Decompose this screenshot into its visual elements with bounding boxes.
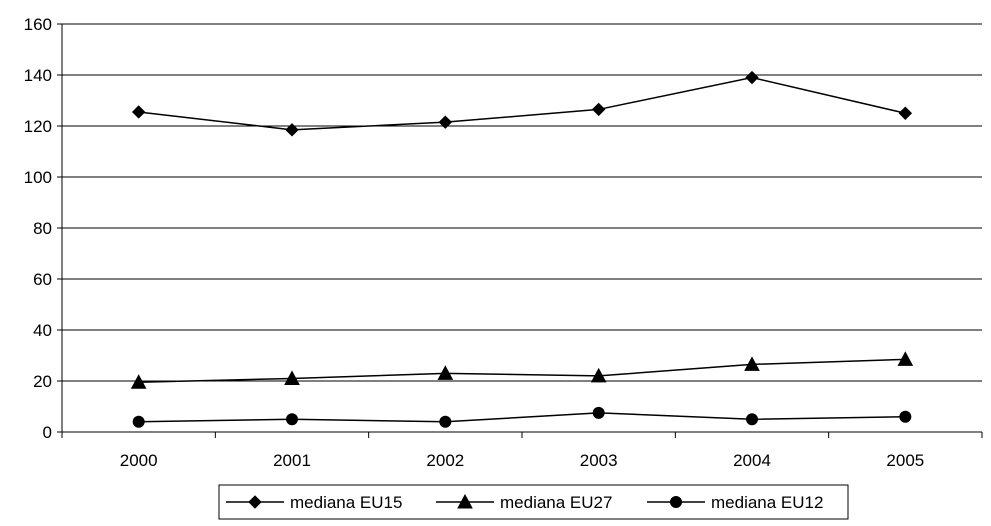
legend-label: mediana EU12 [711, 493, 823, 512]
legend-label: mediana EU15 [290, 493, 402, 512]
legend-label: mediana EU27 [500, 493, 612, 512]
data-point-triangle [744, 356, 760, 371]
legend-marker-diamond [248, 495, 262, 509]
legend-marker-circle [670, 496, 682, 508]
y-tick-label: 0 [43, 423, 52, 442]
data-point-circle [286, 413, 298, 426]
data-point-circle [592, 406, 605, 419]
data-point-triangle [130, 374, 147, 389]
axes: 0 20 40 60 80 100 120 140 160 2000 2001 2002 2003 200… [24, 15, 983, 470]
series-2 [130, 351, 914, 389]
legend-entry-1: mediana EU15 [226, 493, 402, 512]
data-point-circle [132, 415, 145, 428]
y-tick-label: 40 [33, 321, 52, 340]
data-point-triangle [897, 351, 914, 366]
x-tick-label: 2004 [733, 451, 771, 470]
legend-entry-3: mediana EU12 [647, 493, 823, 512]
data-point-circle [746, 413, 758, 426]
series-line-2 [138, 358, 906, 384]
data-point-diamond [285, 123, 299, 137]
y-tick-label: 80 [33, 219, 52, 238]
series-3 [132, 406, 912, 428]
data-point-diamond [745, 70, 759, 85]
x-tick-label: 2005 [886, 451, 924, 470]
y-tick-label: 120 [24, 117, 52, 136]
data-point-triangle [590, 367, 607, 383]
x-tick-label: 2003 [580, 451, 618, 470]
data-point-diamond [131, 105, 146, 119]
y-tick-label: 100 [24, 168, 52, 187]
series-line-1 [138, 76, 906, 131]
data-point-circle [899, 410, 912, 423]
gridlines [62, 23, 982, 382]
data-point-diamond [591, 102, 606, 117]
data-point-circle [439, 415, 452, 428]
x-tick-label: 2000 [120, 451, 158, 470]
data-point-triangle [437, 365, 454, 380]
legend-marker-triangle [457, 493, 473, 509]
x-tick-label: 2002 [426, 451, 464, 470]
data-point-diamond [438, 115, 453, 129]
data-point-diamond [898, 106, 913, 120]
x-tick-label: 2001 [273, 451, 311, 470]
data-point-triangle [284, 370, 300, 385]
series-line-3 [138, 412, 906, 423]
legend: mediana EU15 mediana EU27 mediana EU12 [218, 484, 849, 520]
legend-box [218, 484, 849, 520]
y-tick-label: 20 [33, 372, 52, 391]
y-tick-label: 60 [33, 270, 52, 289]
series-group [130, 70, 914, 428]
y-tick-label: 140 [24, 66, 52, 85]
series-1 [131, 70, 913, 137]
y-tick-label: 160 [24, 15, 52, 34]
legend-entry-2: mediana EU27 [436, 493, 612, 512]
